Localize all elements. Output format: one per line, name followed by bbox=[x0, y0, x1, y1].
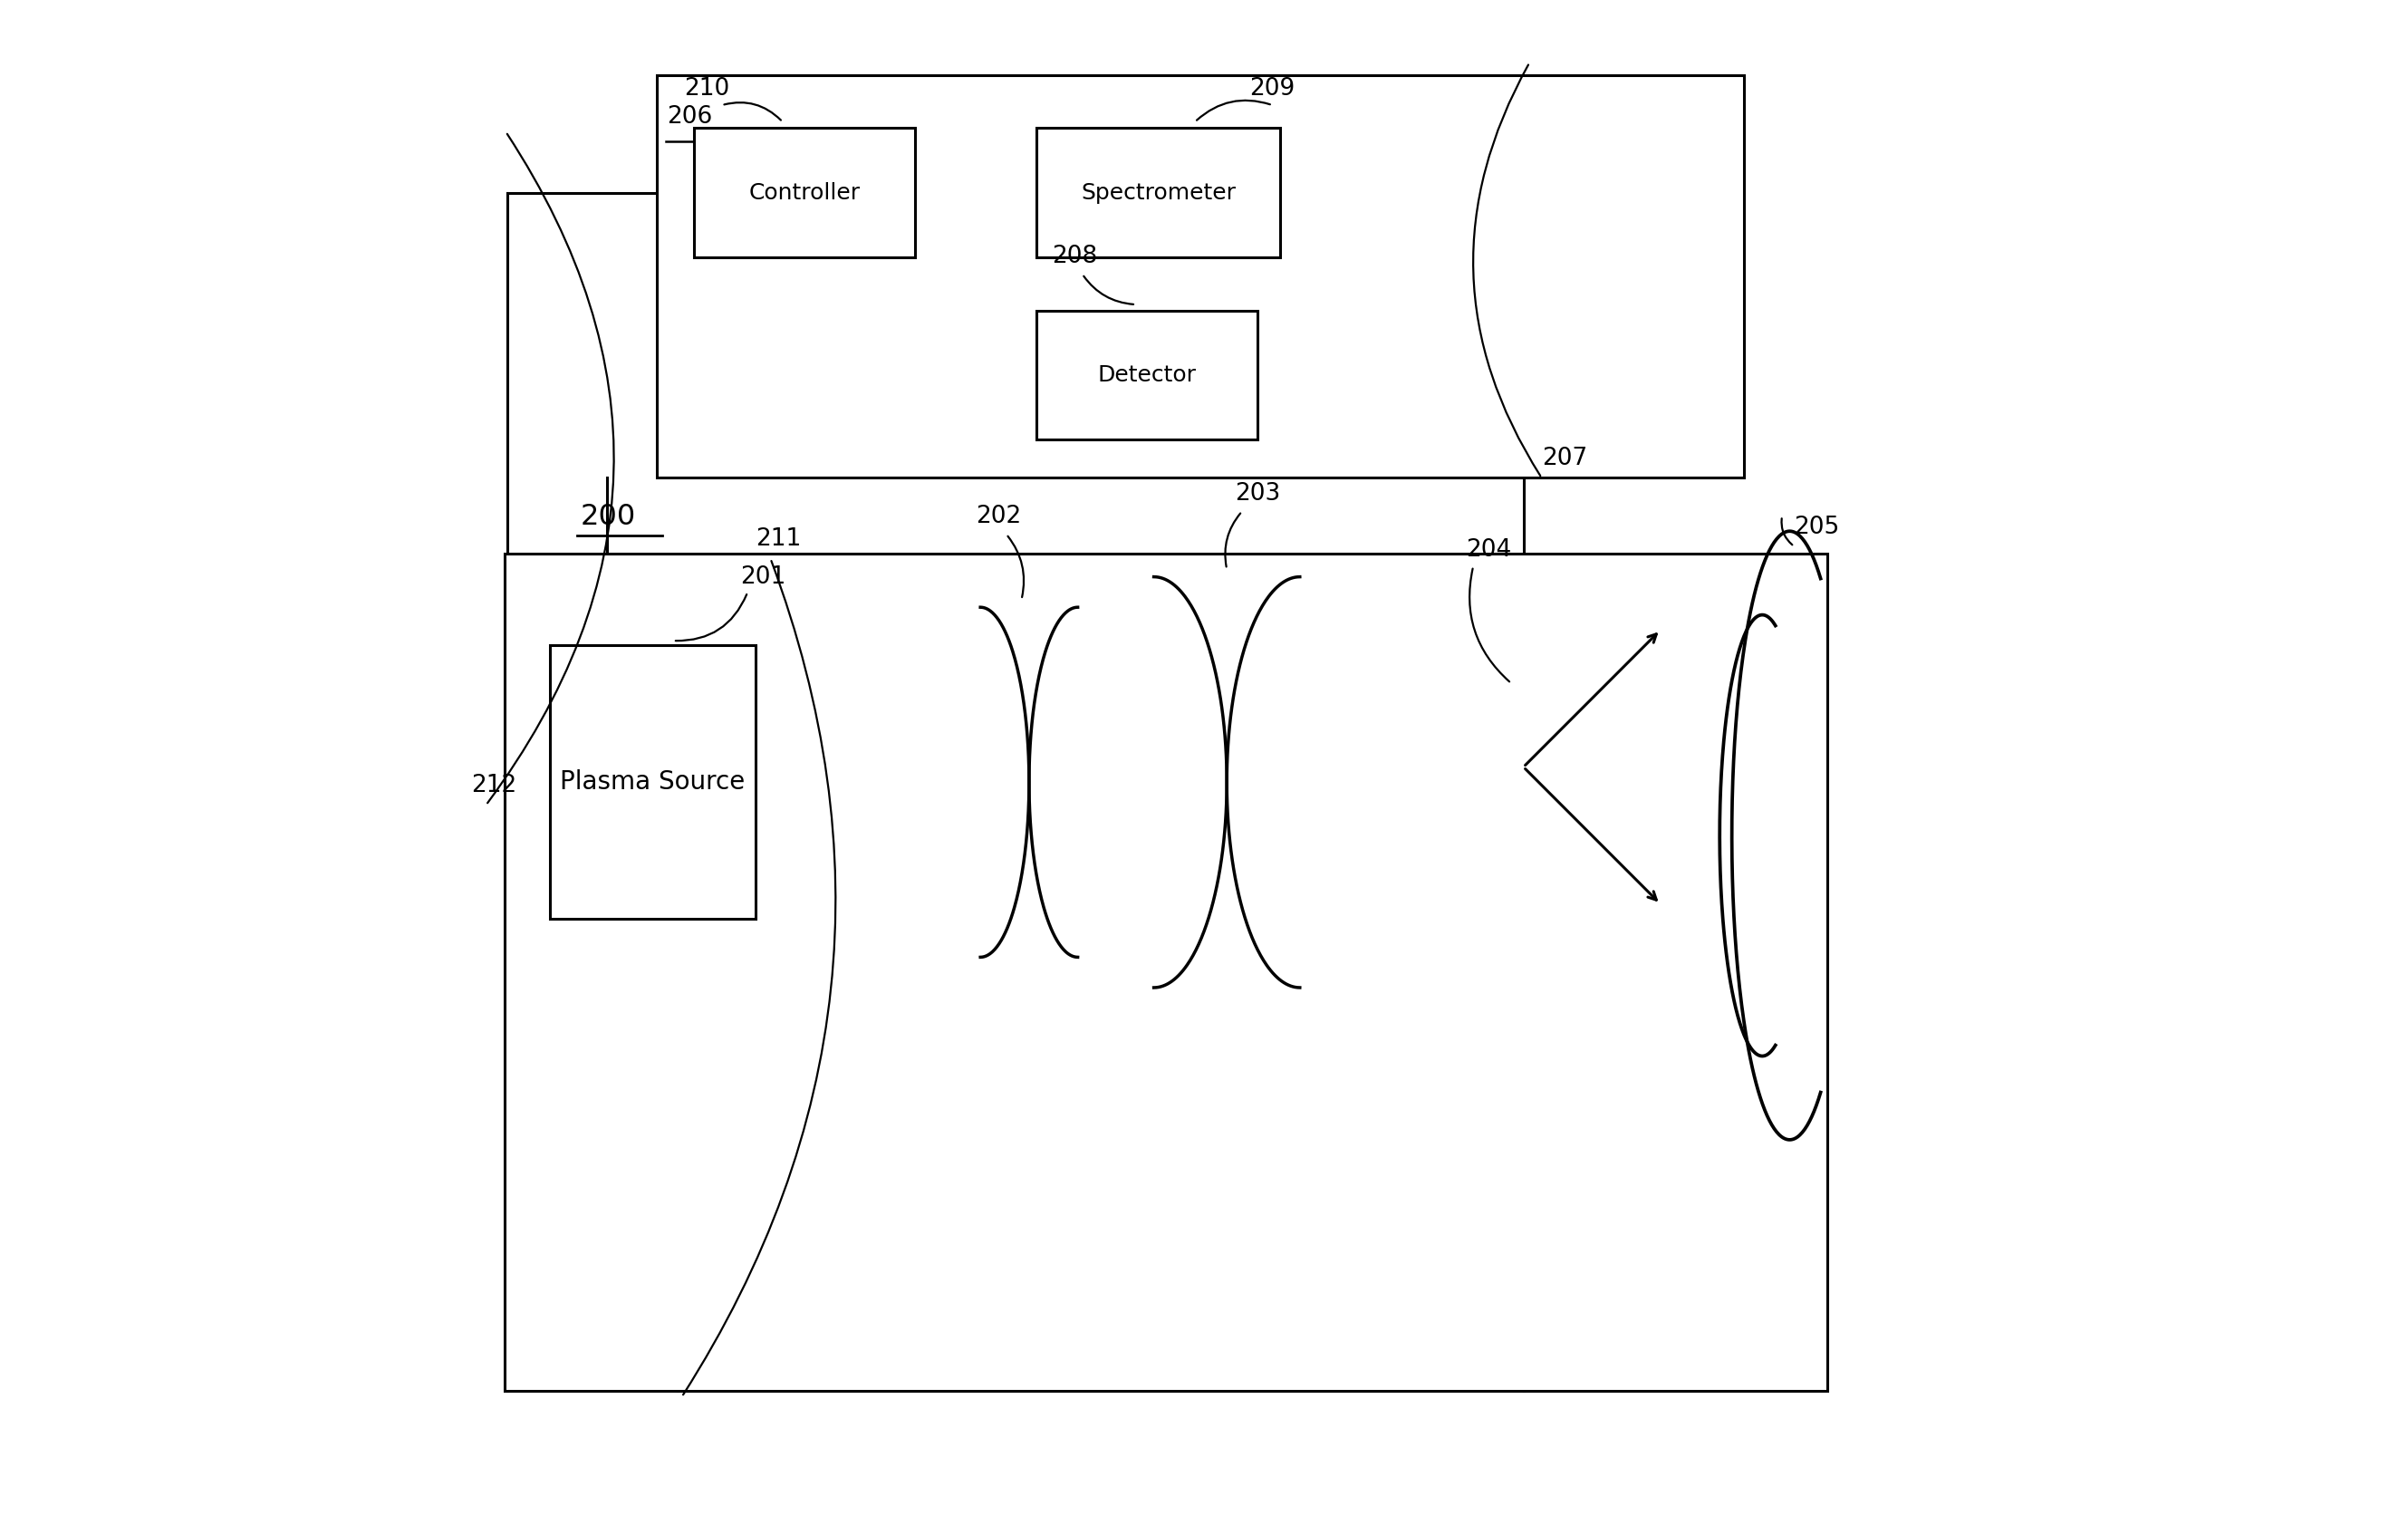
Bar bbox=[549, 646, 756, 919]
Bar bbox=[694, 127, 915, 258]
Bar bbox=[1038, 310, 1257, 440]
Text: 205: 205 bbox=[1794, 515, 1840, 538]
Text: Detector: Detector bbox=[1098, 365, 1197, 387]
Text: 212: 212 bbox=[472, 773, 515, 798]
Text: 202: 202 bbox=[975, 505, 1021, 528]
Text: 209: 209 bbox=[1250, 77, 1296, 101]
Bar bbox=[1038, 127, 1281, 258]
Text: 207: 207 bbox=[1541, 446, 1587, 471]
Text: 210: 210 bbox=[684, 77, 730, 101]
Text: 206: 206 bbox=[667, 106, 713, 129]
Text: 203: 203 bbox=[1235, 482, 1281, 505]
Text: Spectrometer: Spectrometer bbox=[1081, 183, 1235, 204]
Text: 204: 204 bbox=[1466, 538, 1512, 561]
Text: Plasma Source: Plasma Source bbox=[561, 770, 744, 795]
Text: 208: 208 bbox=[1052, 244, 1098, 268]
Text: 200: 200 bbox=[580, 503, 636, 531]
Text: Controller: Controller bbox=[749, 183, 860, 204]
Bar bbox=[657, 75, 1743, 479]
Text: 211: 211 bbox=[756, 528, 802, 551]
Text: 201: 201 bbox=[739, 566, 785, 589]
Bar bbox=[503, 554, 1828, 1391]
